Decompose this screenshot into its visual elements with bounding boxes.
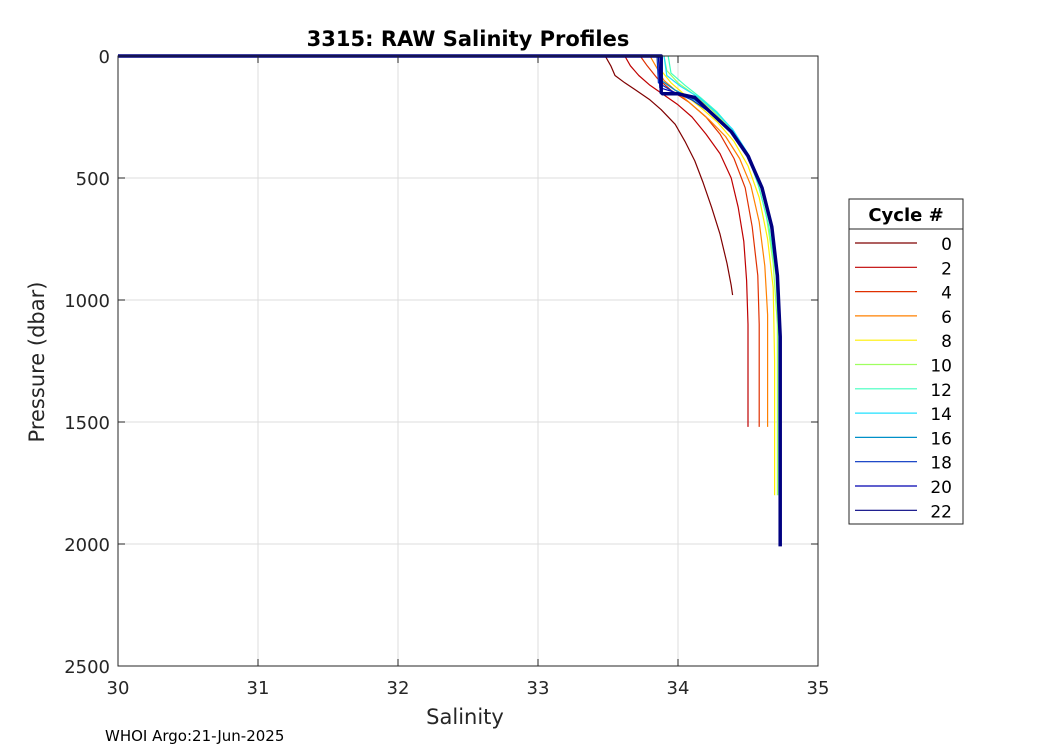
series-line-cycle-0 [604, 55, 734, 296]
x-tick-label: 34 [667, 678, 690, 699]
legend-label-cycle-12: 12 [930, 381, 952, 401]
y-axis-label: Pressure (dbar) [25, 282, 49, 443]
legend-label-cycle-10: 10 [930, 357, 952, 377]
legend-label-cycle-4: 4 [941, 284, 952, 304]
chart-title: 3315: RAW Salinity Profiles [307, 27, 630, 51]
axes-frame [117, 55, 819, 667]
legend-label-cycle-22: 22 [930, 502, 952, 522]
series-group [118, 54, 782, 547]
legend-label-cycle-18: 18 [930, 454, 952, 474]
footer-credit: WHOI Argo:21-Jun-2025 [105, 727, 284, 745]
legend-items: 0 2 4 6 8 10 12 14 16 18 20 22 [855, 235, 952, 522]
legend-title: Cycle # [868, 205, 943, 226]
series-line-cycle-2 [624, 55, 749, 427]
legend-label-cycle-6: 6 [941, 308, 952, 328]
legend-label-cycle-0: 0 [941, 235, 952, 255]
legend-label-cycle-16: 16 [930, 429, 952, 449]
x-tick-label: 35 [807, 678, 830, 699]
legend: Cycle # 0 2 4 6 8 10 12 14 16 18 20 22 [848, 198, 964, 525]
ticks-group: 30 31 32 33 34 35 0 500 1000 1500 2000 2500 [64, 47, 829, 699]
x-tick-label: 30 [107, 678, 130, 699]
legend-label-cycle-8: 8 [941, 332, 952, 352]
series-line-cycle-6 [649, 55, 769, 427]
y-tick-label: 2500 [64, 657, 110, 678]
y-tick-label: 500 [76, 169, 110, 190]
grid [117, 55, 819, 667]
x-axis-label: Salinity [426, 705, 504, 729]
y-tick-label: 1000 [64, 291, 110, 312]
series-line-cycle-8 [656, 55, 776, 496]
y-tick-label: 2000 [64, 535, 110, 556]
x-tick-label: 32 [387, 678, 410, 699]
legend-label-cycle-14: 14 [930, 405, 952, 425]
series-line-cycle-22 [118, 54, 782, 547]
x-tick-label: 33 [527, 678, 550, 699]
y-tick-label: 1500 [64, 413, 110, 434]
legend-label-cycle-2: 2 [941, 259, 952, 279]
x-tick-label: 31 [247, 678, 270, 699]
legend-label-cycle-20: 20 [930, 478, 952, 498]
legend-box [848, 198, 964, 525]
y-tick-label: 0 [99, 47, 110, 68]
